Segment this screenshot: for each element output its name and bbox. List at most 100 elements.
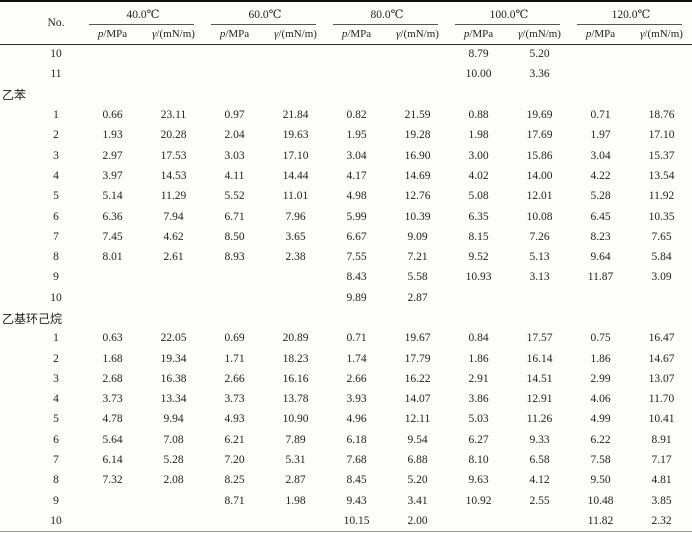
surface-tension-cell: 14.07 [404,393,431,406]
surface-tension-cell [265,267,326,287]
pressure-column-header: p/MPa [448,25,509,45]
row-number-cell: 1 [53,332,59,345]
row-number-cell: 10 [50,514,62,527]
table-head: No. 40.0℃ 60.0℃ 80.0℃ 100.0℃ 120.0℃ p/MPa γ/(mN… [0,1,692,45]
temperature-label: 100.0℃ [489,8,529,21]
pressure-cell: 0.71 [590,109,611,122]
temperature-label: 120.0℃ [611,8,651,21]
pressure-cell: 0.63 [102,332,123,345]
table-row: 8 8.01 2.61 8.93 2.38 7.55 7.21 9.52 5.13 9.64 5.8… [0,247,692,267]
surface-tension-cell: 10.39 [404,210,431,223]
surface-tension-cell [265,44,326,64]
surface-tension-column-header: γ/(mN/m) [387,25,448,45]
pressure-cell: 5.03 [468,413,489,426]
table-row: 3 2.68 16.38 2.66 16.16 2.66 16.22 2.91 14.51 2.9… [0,369,692,389]
pressure-cell [82,64,143,84]
pressure-cell: 3.73 [224,393,245,406]
surface-tension-cell: 5.20 [407,474,428,487]
pressure-cell [570,44,631,64]
pressure-cell: 7.55 [346,251,367,264]
row-number-cell: 9 [53,271,59,284]
surface-tension-cell: 5.31 [285,454,306,467]
surface-tension-cell: 18.23 [282,352,309,365]
pressure-cell: 5.64 [102,433,123,446]
pressure-cell: 5.08 [468,190,489,203]
pressure-cell: 6.45 [590,210,611,223]
surface-tension-cell: 4.62 [163,230,184,243]
pressure-column-header: p/MPa [326,25,387,45]
surface-tension-cell: 14.51 [526,372,553,385]
table-row: 2 1.68 19.34 1.71 18.23 1.74 17.79 1.86 16.14 1.8… [0,348,692,368]
pressure-cell: 0.88 [468,109,489,122]
pressure-cell [82,44,143,64]
table-body: 10 8.79 5.20 11 10.00 3.36 乙苯 1 0.66 23.11 0.97 21.… [0,44,692,531]
surface-tension-cell: 3.65 [285,230,306,243]
surface-tension-cell: 2.55 [529,494,550,507]
table-row: 2 1.93 20.28 2.04 19.63 1.95 19.28 1.98 17.69 1.9… [0,125,692,145]
surface-tension-column-header: γ/(mN/m) [143,25,204,45]
surface-tension-cell: 10.90 [282,413,309,426]
surface-tension-cell [509,288,570,308]
row-number-cell: 8 [53,251,59,264]
pressure-column-header: p/MPa [204,25,265,45]
surface-tension-cell: 10.08 [526,210,553,223]
surface-tension-cell: 5.84 [651,251,672,264]
surface-tension-cell: 14.53 [160,169,187,182]
surface-tension-cell: 14.67 [648,352,675,365]
pressure-cell: 4.98 [346,190,367,203]
pressure-cell: 2.66 [224,372,245,385]
row-number-cell: 10 [50,48,62,61]
pressure-cell: 3.93 [346,393,367,406]
pressure-cell: 5.99 [346,210,367,223]
surface-tension-cell: 9.54 [407,433,428,446]
surface-tension-cell: 15.37 [648,149,675,162]
row-number-cell: 8 [53,474,59,487]
pressure-cell: 3.00 [468,149,489,162]
pressure-cell: 8.01 [102,251,123,264]
row-number-cell: 7 [53,230,59,243]
row-number-cell: 11 [50,68,62,81]
pressure-cell: 2.91 [468,372,489,385]
header-row-temperatures: No. 40.0℃ 60.0℃ 80.0℃ 100.0℃ 120.0℃ [0,1,692,45]
pressure-cell: 7.68 [346,454,367,467]
pressure-cell: 8.10 [468,454,489,467]
pressure-cell: 6.35 [468,210,489,223]
surface-tension-cell [143,44,204,64]
pressure-column-header: p/MPa [570,25,631,45]
table-row: 7 7.45 4.62 8.50 3.65 6.67 9.09 8.15 7.26 8.23 7.6… [0,227,692,247]
temperature-header: 40.0℃ [82,1,204,25]
pressure-cell: 4.06 [590,393,611,406]
pressure-cell: 10.48 [587,494,614,507]
pressure-cell: 9.50 [590,474,611,487]
pressure-cell: 2.99 [590,372,611,385]
row-number-cell: 5 [53,413,59,426]
temperature-header: 60.0℃ [204,1,326,25]
pressure-cell: 6.21 [224,433,245,446]
pressure-cell [204,288,265,308]
surface-tension-cell: 2.87 [285,474,306,487]
pressure-cell [570,288,631,308]
table-row: 3 2.97 17.53 3.03 17.10 3.04 16.90 3.00 15.86 3.0… [0,145,692,165]
surface-tension-cell: 14.00 [526,169,553,182]
surface-tension-cell [265,64,326,84]
surface-tension-cell: 9.33 [529,433,550,446]
pressure-cell: 0.69 [224,332,245,345]
surface-tension-cell: 2.08 [163,474,184,487]
surface-tension-cell: 19.69 [526,109,553,122]
surface-tension-cell: 12.01 [526,190,553,203]
pressure-cell: 8.25 [224,474,245,487]
surface-tension-cell: 16.22 [404,372,431,385]
surface-tension-cell: 2.61 [163,251,184,264]
temperature-header: 100.0℃ [448,1,570,25]
pressure-cell: 8.15 [468,230,489,243]
temperature-header: 120.0℃ [570,1,692,25]
pressure-cell: 7.20 [224,454,245,467]
pressure-cell: 7.45 [102,230,123,243]
pressure-cell: 3.04 [346,149,367,162]
table-row: 1 0.63 22.05 0.69 20.89 0.71 19.67 0.84 17.57 0.7… [0,328,692,348]
pressure-cell [82,511,143,531]
surface-tension-cell: 16.38 [160,372,187,385]
pressure-cell: 8.23 [590,230,611,243]
row-number-cell: 3 [53,149,59,162]
surface-tension-cell: 7.08 [163,433,184,446]
